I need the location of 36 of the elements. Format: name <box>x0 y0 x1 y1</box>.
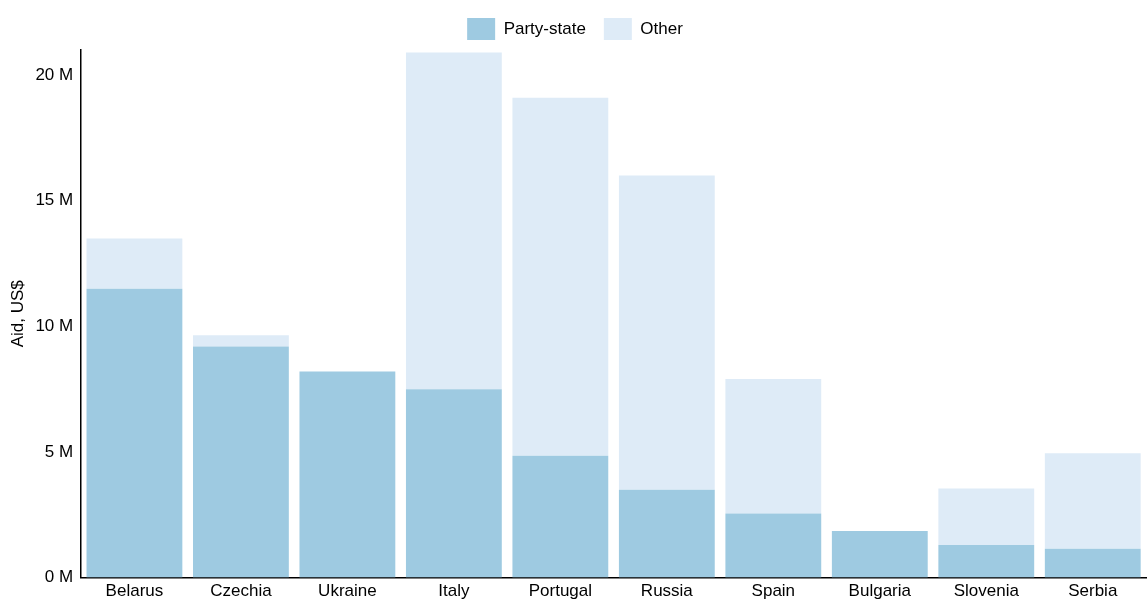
y-tick-label: 5 M <box>44 441 74 461</box>
bar <box>405 52 502 390</box>
bar <box>938 544 1035 578</box>
bar <box>193 335 289 347</box>
bar <box>512 455 609 578</box>
bar <box>193 346 289 578</box>
x-tick-label: Portugal <box>528 581 593 601</box>
x-tick-label: Czechia <box>210 581 273 601</box>
legend-label: Other <box>640 18 684 38</box>
x-tick-label: Belarus <box>105 581 164 601</box>
bar <box>1044 548 1141 578</box>
x-tick-label: Serbia <box>1068 581 1118 601</box>
bar <box>86 288 183 578</box>
y-tick-label: 10 M <box>35 316 74 336</box>
bar <box>512 97 609 456</box>
legend-label: Party-state <box>503 18 586 38</box>
bar <box>405 389 502 578</box>
x-tick-label: Slovenia <box>953 581 1020 601</box>
bar <box>831 531 928 578</box>
bar <box>938 488 1035 545</box>
x-tick-label: Italy <box>438 581 470 601</box>
bar <box>1044 453 1141 549</box>
bar <box>86 238 183 289</box>
bar <box>618 489 715 578</box>
x-tick-label: Russia <box>640 581 694 601</box>
bar <box>725 379 822 514</box>
y-tick-label: 0 M <box>44 567 74 587</box>
x-tick-label: Ukraine <box>318 581 377 601</box>
y-tick-label: 20 M <box>35 64 74 84</box>
bar <box>725 513 822 578</box>
x-tick-label: Spain <box>751 581 796 601</box>
y-axis-title: Aid, US$ <box>7 279 27 348</box>
bar <box>618 175 715 490</box>
bar <box>299 371 396 578</box>
x-tick-label: Bulgaria <box>848 581 912 601</box>
y-tick-label: 15 M <box>35 190 74 210</box>
